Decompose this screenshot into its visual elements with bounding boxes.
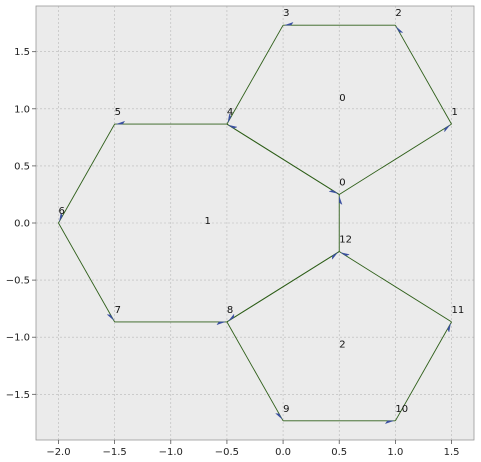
arrowhead-4-5: [116, 120, 126, 125]
arrowhead-1-2: [396, 26, 404, 33]
edges: [58, 24, 452, 422]
edge-1-2: [394, 24, 452, 125]
y-axis-ticks: 1.5 1.0 0.5 0.0 −0.5 −1.0 −1.5: [6, 47, 36, 401]
x-tick-label: −1.5: [102, 447, 126, 458]
edge-0-4: [226, 123, 340, 195]
x-tick-label: −1.0: [159, 447, 183, 458]
vertex-label-1: 1: [452, 107, 458, 118]
vertex-label-8: 8: [227, 305, 233, 316]
face-label-1: 1: [204, 216, 210, 227]
edge-arrowheads: [59, 21, 451, 425]
edge-0-1: [338, 123, 452, 195]
x-tick-label: 1.0: [387, 447, 403, 458]
vertex-label-5: 5: [115, 107, 121, 118]
arrowhead-6-7: [106, 314, 114, 321]
y-tick-label: −0.5: [6, 276, 30, 287]
vertex-label-0: 0: [339, 177, 345, 188]
x-tick-label: 1.5: [444, 447, 460, 458]
vertex-label-6: 6: [58, 206, 64, 217]
arrowhead-10-11: [447, 323, 451, 333]
y-tick-label: 1.0: [14, 104, 30, 115]
edge-6-7: [58, 222, 116, 323]
face-label-0: 0: [339, 93, 345, 104]
edge-10-11: [394, 321, 452, 422]
arrowhead-12-8: [228, 313, 235, 322]
arrowhead-7-8: [216, 321, 225, 326]
arrowhead-5-6: [59, 212, 63, 222]
edge-11-12: [338, 251, 452, 323]
vertex-label-10: 10: [395, 404, 408, 415]
y-tick-label: 1.5: [14, 47, 30, 58]
x-tick-label: −0.5: [215, 447, 239, 458]
x-axis-ticks: −2.0 −1.5 −1.0 −0.5 0.0 0.5 1.0 1.5: [46, 440, 459, 458]
x-tick-label: −2.0: [46, 447, 70, 458]
arrowhead-11-12: [340, 252, 350, 257]
arrowhead-2-3: [285, 21, 294, 26]
arrowhead-12-0: [339, 196, 343, 205]
edge-8-9: [226, 321, 284, 422]
edge-12-8: [226, 251, 340, 323]
vertex-label-3: 3: [283, 8, 289, 19]
y-tick-label: 0.5: [14, 161, 30, 172]
y-tick-label: 0.0: [14, 219, 30, 230]
face-labels: 0 1 2: [204, 93, 345, 351]
vertex-label-11: 11: [452, 305, 465, 316]
vertex-label-12: 12: [339, 235, 352, 246]
x-tick-label: 0.0: [275, 447, 291, 458]
vertex-label-2: 2: [395, 8, 401, 19]
vertex-label-7: 7: [115, 305, 121, 316]
arrowhead-8-9: [275, 413, 283, 420]
y-tick-label: −1.0: [6, 333, 30, 344]
face-label-2: 2: [339, 340, 345, 351]
arrowhead-9-10: [384, 420, 394, 425]
arrowhead-0-1: [444, 124, 450, 133]
x-tick-label: 0.5: [331, 447, 347, 458]
vertex-label-9: 9: [283, 404, 289, 415]
arrowhead-0-4: [228, 124, 238, 129]
arrowhead-8-12: [332, 252, 338, 260]
arrowhead-4-0: [328, 189, 338, 194]
y-tick-label: −1.5: [6, 390, 30, 401]
vertex-label-4: 4: [227, 107, 233, 118]
grid-lines: [36, 6, 474, 440]
arrowhead-3-4: [227, 113, 232, 123]
edge-3-4: [226, 24, 284, 125]
edge-5-6: [58, 123, 116, 224]
